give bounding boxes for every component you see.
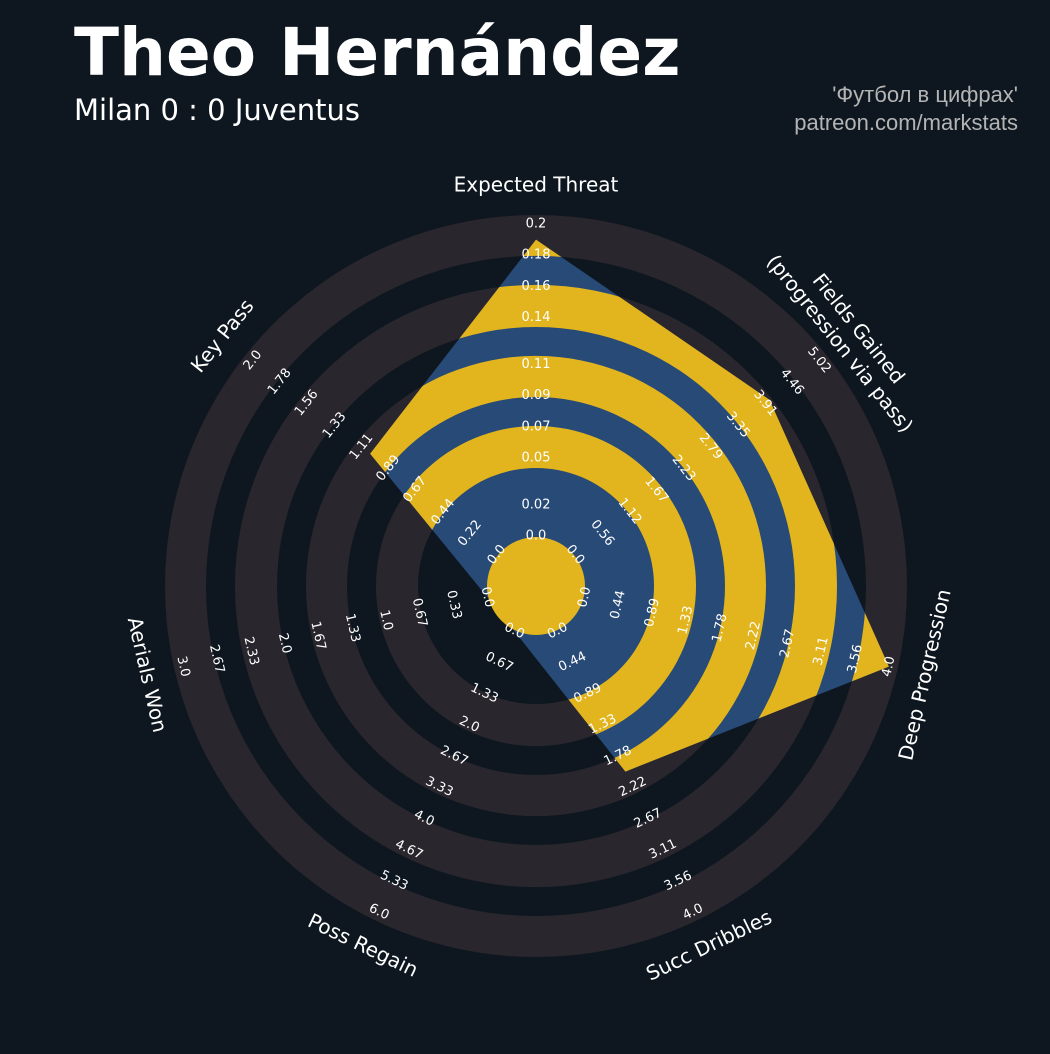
tick-label: 2.0 <box>275 632 294 656</box>
tick-label: 0.02 <box>522 497 551 512</box>
tick-label: 1.0 <box>376 609 395 633</box>
tick-label: 0.14 <box>522 310 551 325</box>
tick-label: 4.0 <box>879 655 898 679</box>
credit: patreon.com/markstats <box>794 110 1018 135</box>
chart-subtitle: Milan 0 : 0 Juventus <box>74 93 360 127</box>
tick-label: 1.67 <box>307 620 328 652</box>
param-label: Expected Threat <box>454 173 619 197</box>
tick-label: 0.11 <box>522 357 551 372</box>
tick-label: 0.09 <box>522 388 551 403</box>
tick-label: 3.56 <box>845 643 866 675</box>
tick-label: 2.67 <box>777 628 798 660</box>
tick-label: 0.16 <box>522 279 551 294</box>
tick-label: 0.33 <box>443 589 464 621</box>
tick-label: 1.33 <box>675 604 696 636</box>
tick-label: 0.0 <box>526 529 547 544</box>
tick-label: 2.33 <box>240 635 261 667</box>
tick-label: 0.67 <box>409 597 430 629</box>
radar-shape <box>370 239 889 772</box>
tick-label: 1.33 <box>342 612 363 644</box>
tick-label: 3.0 <box>173 655 192 679</box>
tick-label: 0.2 <box>526 217 547 232</box>
tick-label: 0.05 <box>522 451 551 466</box>
center-circle <box>487 537 585 635</box>
tick-label: 2.67 <box>206 643 227 675</box>
credit: 'Футбол в цифрах' <box>832 82 1018 107</box>
tick-label: 0.89 <box>642 597 663 629</box>
tick-label: 0.07 <box>522 419 551 434</box>
chart-title: Theo Hernández <box>74 14 681 91</box>
tick-label: 2.22 <box>743 620 764 652</box>
tick-label: 0.44 <box>608 589 629 621</box>
tick-label: 0.0 <box>478 585 497 609</box>
tick-label: 3.11 <box>811 635 832 667</box>
tick-label: 0.18 <box>522 248 551 263</box>
tick-label: 0.0 <box>575 585 594 609</box>
tick-label: 1.78 <box>710 612 731 644</box>
